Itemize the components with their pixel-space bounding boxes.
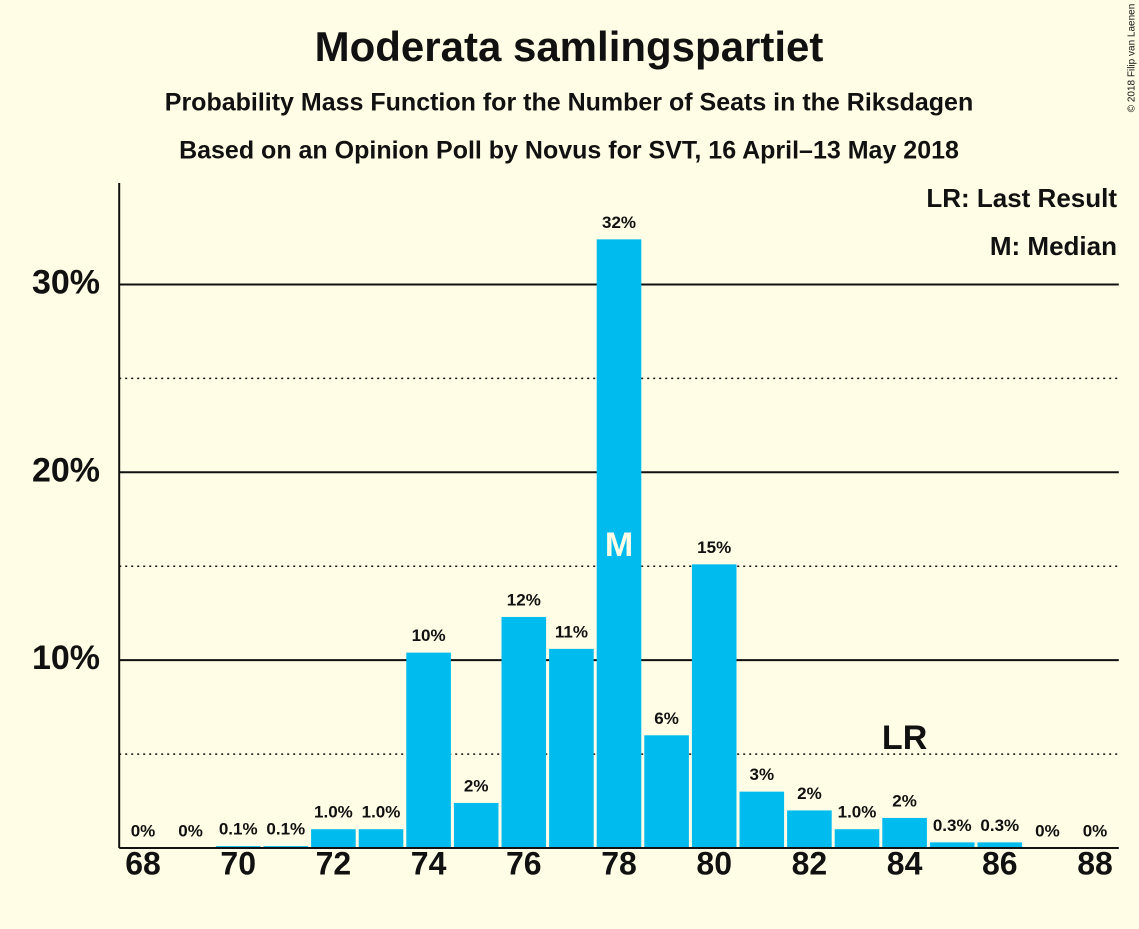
x-tick-label: 72 — [316, 845, 352, 881]
bar — [977, 842, 1023, 848]
value-label: 0% — [1035, 821, 1060, 840]
value-label: 11% — [555, 622, 588, 641]
bar — [644, 735, 689, 848]
x-tick-label: 70 — [220, 845, 256, 881]
value-label: 2% — [464, 776, 489, 795]
x-tick-label: 84 — [887, 845, 923, 881]
value-label: 0.3% — [933, 816, 972, 835]
y-tick-label: 30% — [32, 263, 100, 301]
value-label: 0% — [178, 821, 203, 840]
legend-entry: M: Median — [990, 231, 1117, 261]
bar — [549, 648, 594, 848]
x-tick-label: 76 — [506, 845, 542, 881]
bar — [501, 616, 547, 848]
x-tick-label: 82 — [792, 845, 828, 881]
value-label: 0% — [1083, 821, 1108, 840]
value-label: 1.0% — [314, 803, 353, 822]
value-label: 15% — [697, 538, 731, 557]
value-label: 1.0% — [362, 803, 401, 822]
bar — [929, 842, 975, 848]
bar — [787, 810, 832, 848]
value-label: 32% — [602, 213, 636, 232]
y-tick-label: 20% — [32, 451, 100, 489]
chart-title: Moderata samlingspartiet — [315, 23, 824, 70]
chart-subtitle: Probability Mass Function for the Number… — [165, 89, 973, 117]
chart-subtitle: Based on an Opinion Poll by Novus for SV… — [179, 137, 959, 165]
median-marker: M — [605, 526, 633, 564]
bar — [311, 829, 356, 848]
value-label: 0.1% — [266, 820, 305, 839]
x-tick-label: 68 — [125, 845, 161, 881]
value-label: 6% — [654, 709, 679, 728]
x-tick-label: 78 — [601, 845, 637, 881]
value-label: 1.0% — [838, 803, 877, 822]
x-tick-label: 80 — [696, 845, 732, 881]
copyright: © 2018 Filip van Laenen — [1127, 4, 1138, 113]
bar — [882, 817, 927, 848]
x-tick-label: 86 — [982, 845, 1018, 881]
value-label: 0.1% — [219, 820, 258, 839]
value-label: 12% — [507, 590, 541, 609]
value-label: 0% — [131, 821, 156, 840]
bar — [834, 829, 880, 848]
value-label: 0.3% — [980, 816, 1019, 835]
x-tick-label: 74 — [411, 845, 447, 881]
value-label: 2% — [797, 784, 822, 803]
last-result-marker: LR — [882, 719, 927, 757]
bar — [406, 652, 451, 848]
x-tick-label: 88 — [1077, 845, 1113, 881]
bar — [453, 802, 499, 848]
value-label: 2% — [892, 791, 917, 810]
bar — [739, 791, 785, 848]
y-tick-label: 10% — [32, 639, 100, 677]
value-label: 3% — [750, 765, 775, 784]
legend-entry: LR: Last Result — [926, 183, 1117, 213]
bar — [596, 239, 642, 848]
value-label: 10% — [412, 626, 446, 645]
bar — [691, 564, 737, 848]
bar — [358, 829, 404, 848]
